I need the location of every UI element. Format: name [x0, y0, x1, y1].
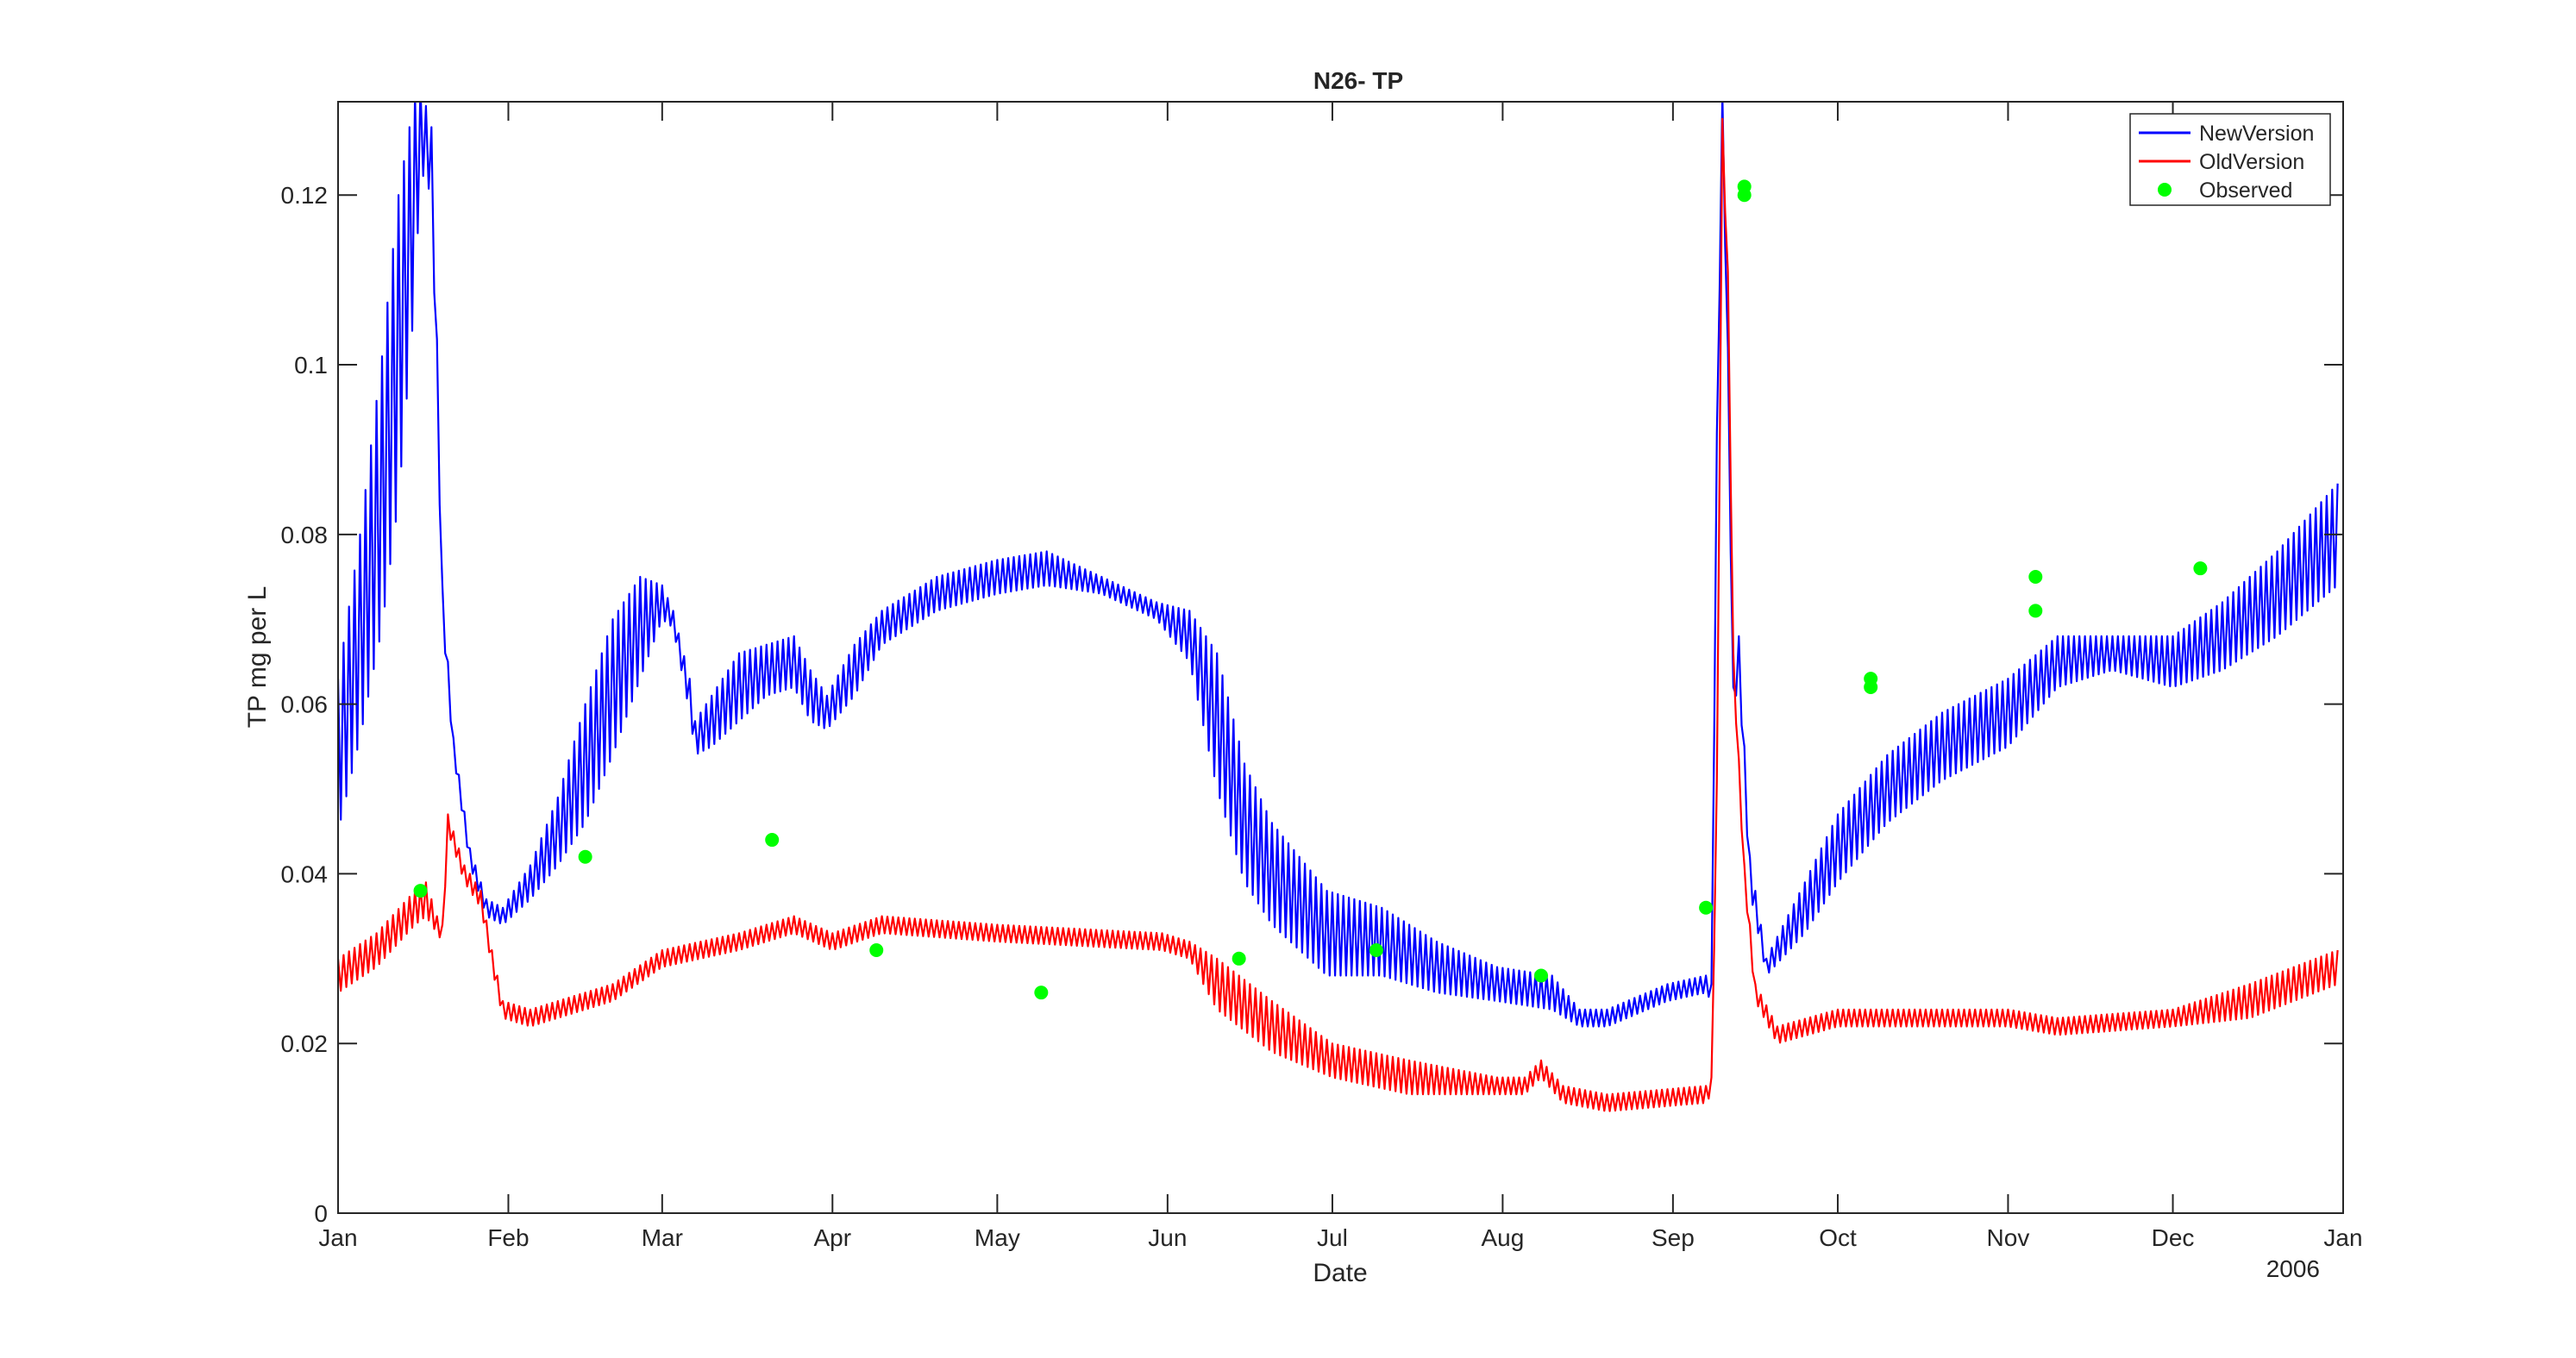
- y-axis-label: TP mg per L: [243, 586, 272, 729]
- x-tick-label: Jun: [1148, 1224, 1187, 1251]
- x-tick-label: Aug: [1481, 1224, 1524, 1251]
- y-tick-label: 0.04: [281, 860, 329, 887]
- observed-point: [578, 849, 592, 864]
- y-tick-label: 0.02: [281, 1030, 329, 1057]
- chart-title: N26- TP: [1313, 67, 1403, 94]
- x-tick-label: Jan: [2323, 1224, 2362, 1251]
- x-tick-label: Mar: [642, 1224, 683, 1251]
- observed-point: [1232, 951, 1246, 966]
- plot-area-frame: [337, 101, 2344, 1214]
- observed-point: [413, 884, 428, 898]
- observed-point: [1534, 968, 1548, 983]
- y-tick-label: 0.06: [281, 692, 329, 718]
- x-tick-label: Feb: [487, 1224, 529, 1251]
- x-tick-label: Nov: [1987, 1224, 2030, 1251]
- observed-point: [765, 833, 780, 848]
- x-tick-label: Sep: [1652, 1224, 1695, 1251]
- x-tick-label: Oct: [1819, 1224, 1857, 1251]
- series-line-newversion: [338, 102, 2339, 1028]
- legend-label-oldversion: OldVersion: [2199, 150, 2304, 174]
- legend-label-observed: Observed: [2199, 178, 2292, 203]
- observed-point: [1737, 188, 1752, 203]
- series-line-oldversion: [338, 117, 2339, 1112]
- x-axis-label: Date: [1313, 1259, 1367, 1287]
- x-tick-label: May: [975, 1224, 1020, 1251]
- observed-point: [2028, 570, 2043, 585]
- legend-label-newversion: NewVersion: [2199, 122, 2314, 146]
- y-tick-label: 0: [314, 1200, 328, 1227]
- x-tick-label: Apr: [813, 1224, 851, 1251]
- y-tick-label: 0.08: [281, 522, 329, 548]
- observed-point: [869, 942, 884, 957]
- legend-swatch-observed: [2158, 183, 2172, 197]
- observed-point: [1864, 679, 1878, 694]
- observed-point: [1699, 900, 1714, 915]
- x-tick-label: Jul: [1317, 1224, 1348, 1251]
- y-tick-label: 0.1: [294, 352, 328, 379]
- x-tick-label: Dec: [2152, 1224, 2195, 1251]
- observed-point: [1034, 986, 1049, 1000]
- observed-point: [2193, 561, 2208, 576]
- y-tick-label: 0.12: [281, 182, 329, 209]
- observed-point: [1369, 942, 1383, 957]
- year-label: 2006: [2266, 1255, 2320, 1282]
- observed-point: [2028, 604, 2043, 618]
- x-tick-label: Jan: [318, 1224, 357, 1251]
